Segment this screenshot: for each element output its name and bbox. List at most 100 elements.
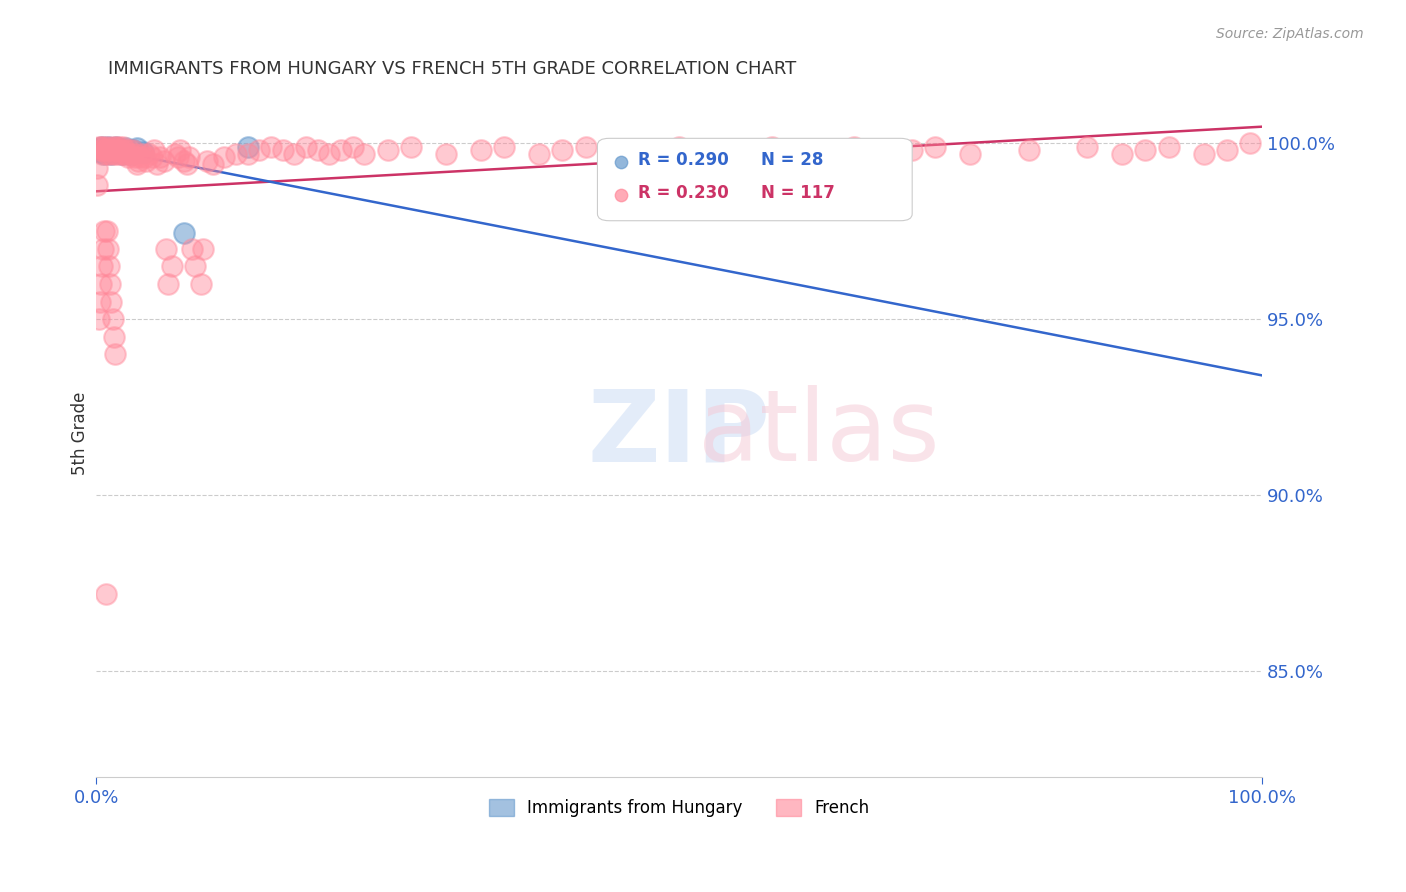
- Point: [94, 141, 117, 155]
- Point: [127, 153, 149, 168]
- Point: [149, 150, 172, 164]
- Point: [260, 139, 283, 153]
- Point: [125, 157, 148, 171]
- Text: ZIP: ZIP: [588, 385, 770, 482]
- Point: [692, 146, 714, 161]
- Point: [122, 143, 145, 157]
- Point: [91, 143, 114, 157]
- Text: N = 28: N = 28: [761, 152, 823, 169]
- Point: [214, 150, 236, 164]
- Point: [90, 139, 112, 153]
- Point: [94, 587, 117, 601]
- Point: [118, 145, 141, 159]
- Point: [104, 347, 127, 361]
- Point: [89, 143, 111, 157]
- Point: [141, 150, 163, 164]
- Point: [124, 150, 146, 164]
- Point: [103, 330, 125, 344]
- Point: [100, 143, 122, 157]
- Point: [87, 312, 110, 326]
- Point: [114, 143, 136, 157]
- Point: [98, 143, 121, 157]
- Point: [247, 143, 270, 157]
- Point: [138, 146, 160, 161]
- Text: R = 0.290: R = 0.290: [638, 152, 728, 169]
- Point: [93, 139, 115, 153]
- Point: [132, 145, 155, 159]
- Point: [111, 143, 134, 157]
- Point: [901, 143, 924, 157]
- Point: [120, 146, 142, 161]
- Point: [842, 139, 865, 153]
- Text: R = 0.230: R = 0.230: [638, 184, 728, 202]
- Point: [877, 146, 900, 161]
- Point: [86, 161, 108, 175]
- Point: [91, 143, 114, 157]
- Point: [132, 146, 155, 161]
- Point: [165, 146, 187, 161]
- Point: [157, 277, 180, 291]
- Point: [108, 145, 131, 159]
- Point: [173, 153, 195, 168]
- Point: [98, 143, 121, 157]
- Point: [176, 157, 198, 171]
- Point: [134, 150, 156, 164]
- Legend: Immigrants from Hungary, French: Immigrants from Hungary, French: [482, 792, 876, 823]
- Point: [98, 141, 121, 155]
- Point: [105, 139, 128, 153]
- Point: [98, 260, 121, 274]
- Point: [91, 242, 114, 256]
- Point: [527, 146, 550, 161]
- Point: [107, 141, 129, 155]
- Point: [103, 146, 125, 161]
- Point: [152, 153, 174, 168]
- Point: [342, 139, 364, 153]
- Point: [1076, 139, 1098, 153]
- Point: [575, 139, 598, 153]
- Point: [193, 242, 215, 256]
- Point: [225, 146, 247, 161]
- Point: [94, 143, 117, 157]
- Point: [96, 146, 118, 161]
- Point: [107, 143, 129, 157]
- Text: IMMIGRANTS FROM HUNGARY VS FRENCH 5TH GRADE CORRELATION CHART: IMMIGRANTS FROM HUNGARY VS FRENCH 5TH GR…: [108, 60, 796, 78]
- Point: [271, 143, 294, 157]
- Point: [173, 226, 195, 240]
- Point: [195, 153, 218, 168]
- Point: [104, 145, 127, 159]
- Point: [93, 146, 115, 161]
- Point: [96, 145, 118, 159]
- Point: [129, 150, 152, 164]
- Point: [90, 145, 112, 159]
- Point: [101, 139, 124, 153]
- Point: [236, 146, 259, 161]
- Point: [155, 242, 177, 256]
- Point: [184, 260, 207, 274]
- Point: [610, 506, 633, 520]
- Point: [1192, 146, 1215, 161]
- Point: [97, 242, 120, 256]
- Point: [98, 146, 121, 161]
- Y-axis label: 5th Grade: 5th Grade: [72, 392, 89, 475]
- Point: [668, 139, 690, 153]
- Point: [1216, 143, 1239, 157]
- Point: [104, 143, 127, 157]
- Point: [112, 143, 135, 157]
- Point: [1157, 139, 1180, 153]
- Point: [1239, 136, 1261, 150]
- Point: [201, 157, 224, 171]
- FancyBboxPatch shape: [598, 138, 912, 220]
- Point: [91, 260, 114, 274]
- Point: [135, 153, 157, 168]
- Point: [101, 143, 124, 157]
- Point: [111, 146, 134, 161]
- Point: [90, 277, 112, 291]
- Point: [125, 141, 148, 155]
- Point: [86, 178, 108, 193]
- Point: [101, 312, 124, 326]
- Text: N = 117: N = 117: [761, 184, 835, 202]
- Point: [180, 242, 202, 256]
- Point: [108, 139, 131, 153]
- Point: [160, 260, 183, 274]
- Point: [93, 224, 115, 238]
